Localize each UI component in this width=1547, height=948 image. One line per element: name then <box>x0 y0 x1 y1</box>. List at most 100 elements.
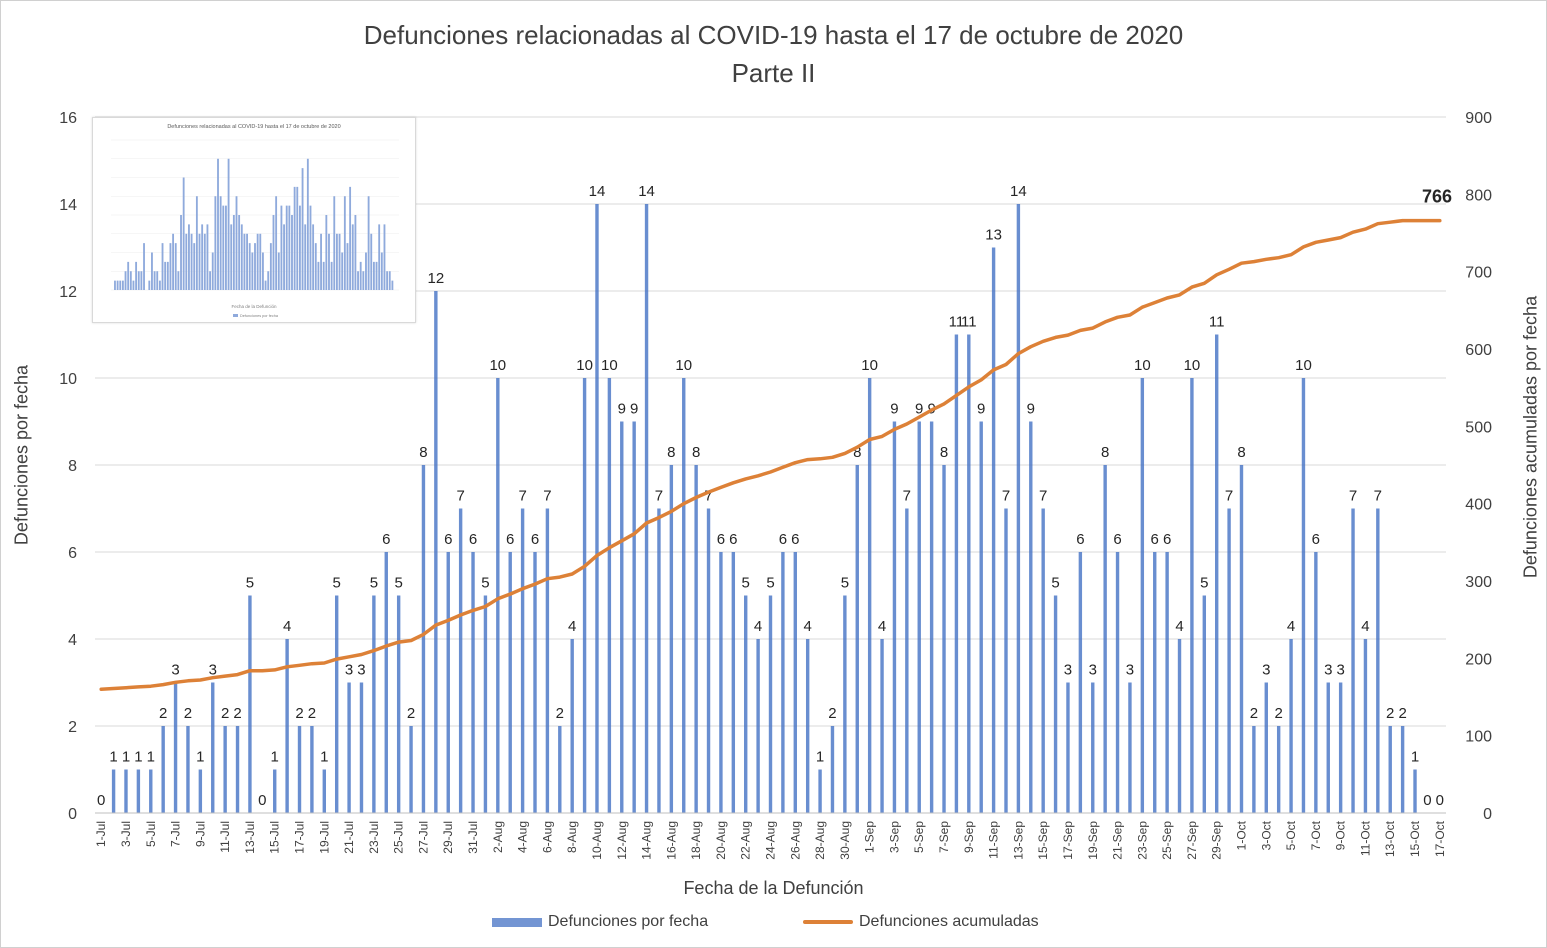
bar <box>186 726 190 813</box>
bar-data-label: 7 <box>1002 488 1010 505</box>
bar <box>111 769 116 813</box>
inset-thumbnail-chart: Defunciones relacionadas al COVID-19 has… <box>92 117 416 323</box>
y-right-tick-label: 800 <box>1465 187 1492 204</box>
bar-data-label: 9 <box>618 401 626 418</box>
bar-data-label: 0 <box>1436 792 1444 809</box>
bar-data-label: 5 <box>370 575 378 592</box>
inset-bar <box>380 252 383 290</box>
inset-bar <box>140 271 143 290</box>
bar <box>1314 552 1318 813</box>
bar <box>582 378 587 813</box>
bar <box>1376 508 1380 813</box>
bar-data-label: 6 <box>717 531 725 548</box>
bar-data-label: 4 <box>878 618 886 635</box>
inset-bar <box>206 224 209 290</box>
inset-x-label: Fecha de la Defunción <box>231 304 277 309</box>
inset-bar <box>254 243 256 290</box>
inset-bar <box>230 224 233 290</box>
bar <box>223 726 227 813</box>
x-tick-label: 28-Aug <box>813 821 827 860</box>
inset-bar <box>291 215 293 290</box>
bar-data-label: 6 <box>506 531 514 548</box>
bar-data-label: 2 <box>1398 705 1406 722</box>
chart-title: Defunciones relacionadas al COVID-19 has… <box>363 20 1184 50</box>
bar-data-label: 3 <box>209 662 217 679</box>
bar-data-label: 5 <box>246 575 254 592</box>
bar <box>644 204 649 813</box>
bar-data-label: 14 <box>638 183 655 200</box>
bar-data-label: 9 <box>915 401 923 418</box>
bar <box>1177 639 1182 813</box>
inset-bar <box>188 224 190 290</box>
bar <box>830 726 835 813</box>
bar <box>967 334 971 813</box>
inset-bar <box>288 205 291 290</box>
x-tick-label: 14-Aug <box>640 821 654 860</box>
bar-data-label: 9 <box>630 401 638 418</box>
inset-bar <box>182 177 185 290</box>
inset-bar <box>180 215 182 290</box>
bar <box>781 552 785 813</box>
bar <box>1066 682 1070 813</box>
inset-bar <box>317 261 320 290</box>
inset-bar <box>301 168 304 290</box>
bar <box>496 378 500 813</box>
inset-bar <box>190 233 193 290</box>
bar-data-label: 10 <box>576 357 593 374</box>
bar <box>706 508 711 813</box>
x-tick-label: 12-Aug <box>615 821 629 860</box>
bar-data-label: 4 <box>754 618 762 635</box>
bar <box>570 639 574 813</box>
inset-bar <box>246 233 248 290</box>
bar <box>198 769 203 813</box>
bar-data-label: 6 <box>779 531 787 548</box>
x-tick-label: 10-Aug <box>590 821 604 860</box>
bar <box>1202 595 1207 813</box>
inset-bar <box>298 205 301 290</box>
inset-bar <box>158 280 161 290</box>
inset-plot: Defunciones relacionadas al COVID-19 has… <box>111 124 399 318</box>
bar <box>905 508 909 813</box>
x-tick-label: 13-Sep <box>1011 821 1025 860</box>
bar-data-label: 0 <box>258 792 266 809</box>
bar-data-label: 2 <box>828 705 836 722</box>
bar <box>991 247 996 813</box>
bar-data-label: 10 <box>1184 357 1201 374</box>
y-right-tick-label: 900 <box>1465 110 1492 127</box>
inset-bar <box>333 196 336 290</box>
bar-data-label: 2 <box>159 705 167 722</box>
x-axis-label: Fecha de la Defunción <box>683 878 864 898</box>
bar-data-label: 8 <box>940 444 948 461</box>
inset-bar <box>383 224 386 290</box>
bar <box>1041 508 1045 813</box>
bar-data-label: 5 <box>394 575 402 592</box>
bar-data-label: 2 <box>1275 705 1283 722</box>
bar-data-label: 8 <box>419 444 427 461</box>
inset-bar <box>283 224 285 290</box>
bar <box>979 421 983 813</box>
bar <box>867 378 872 813</box>
inset-bar <box>193 243 196 290</box>
x-tick-label: 16-Aug <box>664 821 678 860</box>
bar-data-label: 0 <box>97 792 105 809</box>
legend-swatch-bars <box>492 917 542 927</box>
inset-bar <box>338 233 341 290</box>
y-left-tick-label: 12 <box>59 284 77 301</box>
inset-bar <box>219 196 222 290</box>
bar <box>929 421 934 813</box>
y-left-tick-label: 2 <box>68 719 77 736</box>
inset-bar <box>378 224 381 290</box>
inset-bar <box>195 196 198 290</box>
y-axis-right-label: Defunciones acumuladas por fecha <box>1520 295 1541 579</box>
bar-data-label: 3 <box>1324 662 1332 679</box>
bar-data-label: 5 <box>1200 575 1208 592</box>
bar <box>1301 378 1306 813</box>
inset-bar <box>148 280 151 290</box>
bar-data-label: 5 <box>1051 575 1059 592</box>
x-tick-label: 21-Jul <box>342 821 356 854</box>
bar <box>1029 421 1033 813</box>
bar-data-label: 2 <box>184 705 192 722</box>
bar-data-label: 14 <box>589 183 606 200</box>
inset-bar <box>367 196 370 290</box>
